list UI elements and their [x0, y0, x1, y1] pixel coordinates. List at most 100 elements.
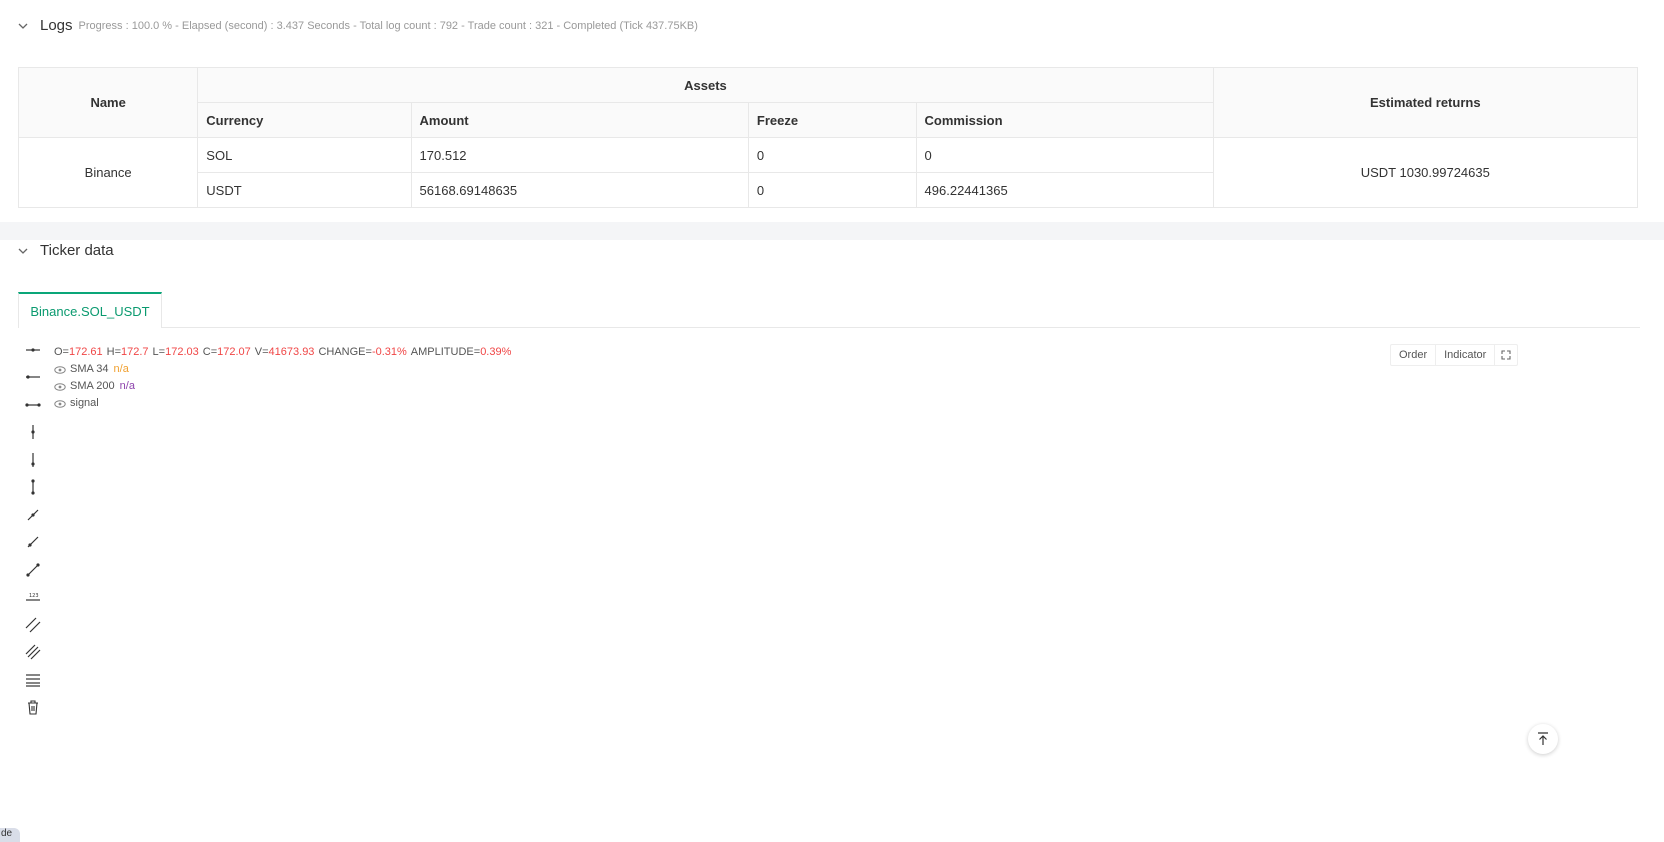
vertical-ray-tool-icon[interactable]	[20, 446, 46, 474]
trash-icon[interactable]	[20, 694, 46, 722]
vertical-segment-tool-icon[interactable]	[20, 474, 46, 502]
chart-area[interactable]: 123 O= 172.61 H= 172.7 L= 172.03 C= 172.07 V…	[18, 336, 1638, 836]
logs-summary: Progress : 100.0 % - Elapsed (second) : …	[78, 19, 698, 32]
candle-body	[827, 706, 833, 708]
volume-bar	[1375, 781, 1382, 798]
candle-body	[1272, 690, 1278, 693]
candle-body	[604, 639, 611, 643]
volume-bar	[676, 790, 682, 798]
exchange-cell: Binance	[17, 137, 199, 208]
volume-bar	[1129, 793, 1135, 798]
candle-body	[1065, 655, 1072, 659]
volume-bar	[294, 783, 301, 798]
volume-bar	[477, 773, 483, 798]
volume-bar	[1359, 784, 1366, 798]
candle-body	[453, 559, 460, 568]
candle-body	[1304, 676, 1310, 681]
indicator-button[interactable]: Indicator	[1435, 345, 1494, 365]
candle-body	[1168, 621, 1175, 629]
indicator-sma34[interactable]: SMA 34 n/a	[54, 361, 511, 378]
candle-body	[723, 739, 730, 747]
ray-line-tool-icon[interactable]	[20, 529, 46, 557]
candle-body	[795, 697, 801, 705]
logs-panel: Logs Progress : 100.0 % - Elapsed (secon…	[0, 0, 1664, 222]
eye-icon[interactable]	[54, 365, 66, 374]
fullscreen-icon[interactable]	[1494, 345, 1517, 365]
volume-bar	[1288, 772, 1294, 798]
order-button[interactable]: Order	[1399, 349, 1428, 361]
volume-bar	[159, 791, 166, 798]
tab-binance-sol-usdt[interactable]: Binance.SOL_USDT	[18, 292, 162, 328]
candle-body	[1208, 651, 1215, 668]
candle-body	[477, 587, 483, 589]
volume-bar	[628, 762, 634, 798]
volume-bar	[1351, 772, 1358, 798]
ticker-panel: Ticker data Binance.SOL_USDT 123 O= 172.6…	[0, 240, 1664, 842]
candle-body	[1001, 672, 1008, 677]
drawing-toolbar: 123	[20, 336, 46, 721]
indicator-sma200[interactable]: SMA 200 n/a	[54, 378, 511, 395]
fibonacci-tool-icon[interactable]	[20, 666, 46, 694]
logs-title: Logs	[40, 17, 73, 34]
volume-bar	[342, 788, 348, 798]
y-tick-label: 176.000	[1502, 643, 1539, 654]
horizontal-segment-tool-icon[interactable]	[20, 391, 46, 419]
candle-body	[620, 654, 627, 659]
y-tick-label: 184.000	[1502, 574, 1539, 585]
vertical-line-tool-icon[interactable]	[20, 419, 46, 447]
volume-bar	[811, 765, 817, 798]
estimated-returns-cell: USDT 1030.99724635	[1212, 137, 1639, 208]
volume-bar	[620, 782, 627, 798]
segment-tool-icon[interactable]	[20, 556, 46, 584]
pitchfork-tool-icon[interactable]	[20, 639, 46, 667]
volume-bar	[1311, 774, 1318, 798]
logs-header[interactable]: Logs Progress : 100.0 % - Elapsed (secon…	[18, 17, 698, 34]
candle-body	[660, 698, 666, 712]
volume-bar	[445, 787, 452, 798]
volume-bar	[453, 772, 460, 798]
ticker-header[interactable]: Ticker data	[18, 242, 114, 259]
parallel-channel-tool-icon[interactable]	[20, 611, 46, 639]
eye-icon[interactable]	[54, 382, 66, 391]
candle-body	[79, 457, 86, 464]
candle-body	[159, 465, 166, 467]
table-row: Binance SOL 170.512 0 0 USDT 1030.997246…	[17, 137, 1639, 208]
volume-bar	[890, 785, 897, 798]
volume-bar	[310, 770, 317, 798]
horizontal-line-tool-icon[interactable]	[20, 336, 46, 364]
candle-body	[1407, 672, 1413, 680]
close-label: C=	[202, 346, 218, 358]
indicator-signal[interactable]: signal	[54, 395, 511, 412]
volume-bar	[1335, 788, 1342, 798]
candle-body	[906, 690, 913, 697]
volume-bar	[978, 793, 984, 798]
candle-body	[1057, 659, 1064, 661]
candle-body	[1319, 671, 1326, 673]
back-to-top-button[interactable]	[1528, 724, 1558, 754]
volume-bar	[1105, 773, 1111, 798]
eye-icon[interactable]	[54, 399, 66, 408]
price-label-tool-icon[interactable]: 123	[20, 584, 46, 612]
candle-body	[811, 703, 817, 717]
volume-bar	[1216, 770, 1223, 798]
candle-body	[127, 429, 134, 452]
candle-body	[1033, 664, 1040, 666]
volume-bar	[1137, 781, 1143, 798]
volume-bar	[358, 788, 364, 798]
volume-bar	[835, 774, 841, 798]
candle-body	[684, 694, 690, 698]
volume-bar	[254, 782, 261, 798]
volume-bar	[723, 773, 730, 798]
volume-bar	[588, 789, 595, 798]
volume-bar	[533, 766, 539, 798]
volume-bar	[191, 783, 197, 798]
horizontal-ray-tool-icon[interactable]	[20, 364, 46, 392]
trend-line-tool-icon[interactable]	[20, 501, 46, 529]
chart-legend: O= 172.61 H= 172.7 L= 172.03 C= 172.07 V= 416…	[54, 344, 511, 412]
volume-bar	[564, 789, 571, 798]
candle-body	[533, 590, 539, 611]
candle-body	[1351, 660, 1358, 662]
candle-body	[938, 705, 944, 712]
y-tick-label: 200.000	[1502, 436, 1539, 447]
volume-bar	[389, 789, 396, 798]
